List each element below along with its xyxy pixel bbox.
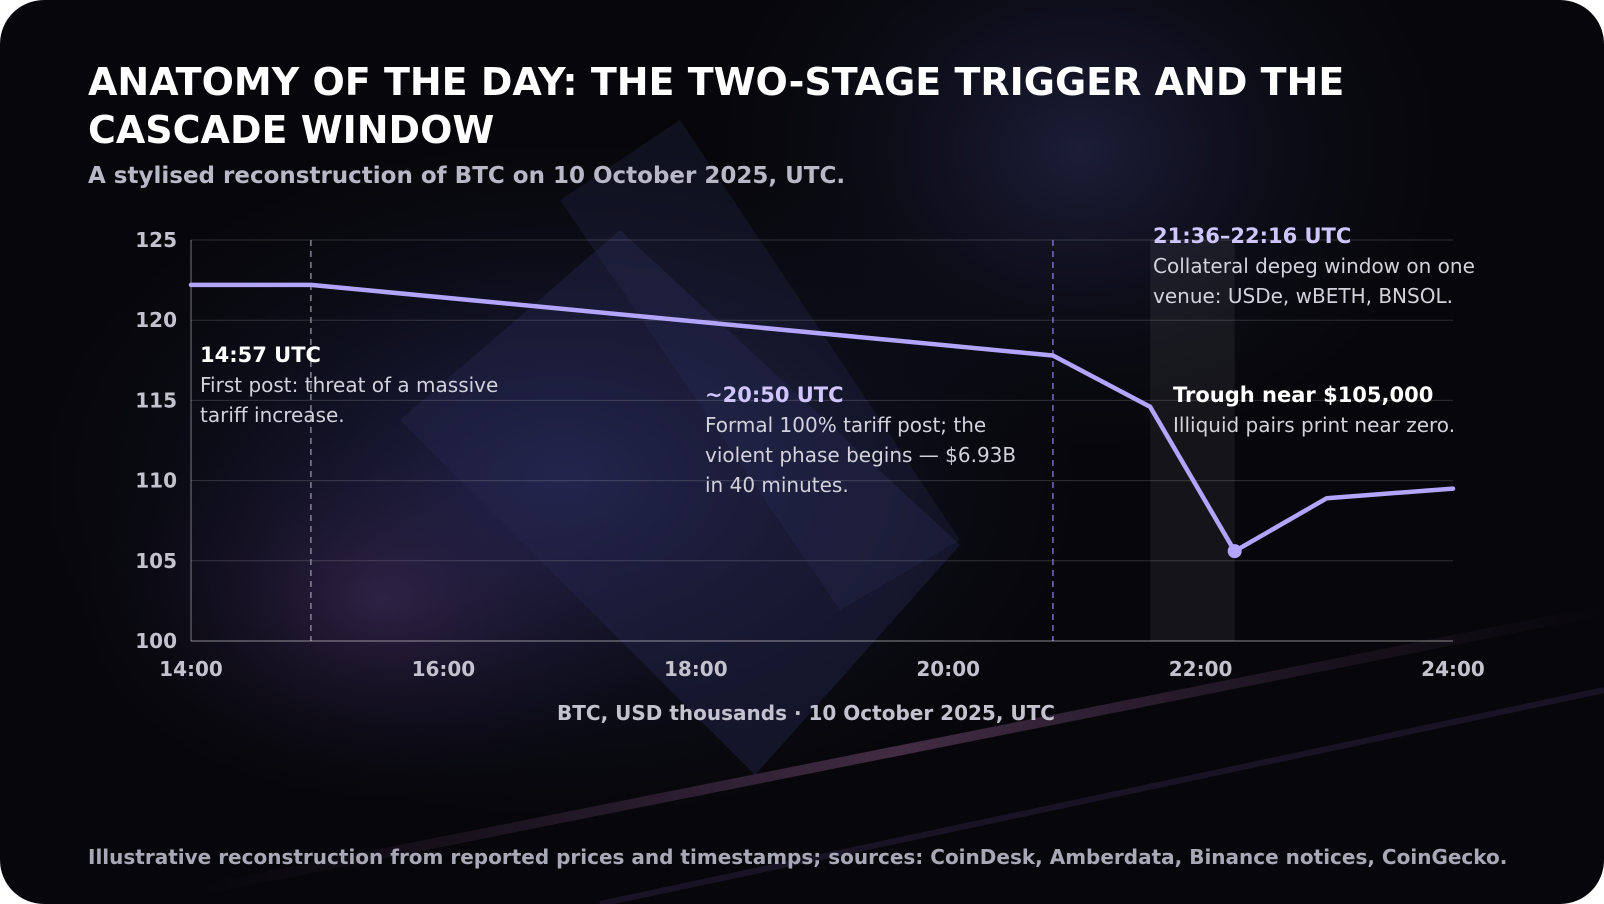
footer-source-note: Illustrative reconstruction from reporte… bbox=[88, 845, 1508, 869]
annotation-text: tariff increase. bbox=[200, 403, 345, 427]
x-tick-label: 22:00 bbox=[1169, 657, 1233, 681]
annotation-heading: ~20:50 UTC bbox=[705, 383, 844, 407]
annotation-trough: Trough near $105,000 Illiquid pairs print… bbox=[1173, 383, 1455, 437]
btc-price-line bbox=[188, 282, 1456, 554]
y-tick-label: 120 bbox=[135, 308, 177, 332]
annotation-depeg-window: 21:36–22:16 UTC Collateral depeg window o… bbox=[1153, 224, 1475, 308]
x-tick-label: 20:00 bbox=[916, 657, 980, 681]
x-tick-label: 24:00 bbox=[1421, 657, 1485, 681]
annotation-heading: 21:36–22:16 UTC bbox=[1153, 224, 1351, 248]
x-tick-label: 16:00 bbox=[412, 657, 476, 681]
annotation-text: Illiquid pairs print near zero. bbox=[1173, 413, 1455, 437]
y-tick-label: 110 bbox=[135, 469, 177, 493]
annotation-text: violent phase begins — $6.93B bbox=[705, 443, 1016, 467]
annotation-text: venue: USDe, wBETH, BNSOL. bbox=[1153, 284, 1453, 308]
annotation-formal-post: ~20:50 UTC Formal 100% tariff post; the vi… bbox=[705, 383, 1016, 497]
y-tick-label: 115 bbox=[135, 388, 177, 412]
annotation-text: Formal 100% tariff post; the bbox=[705, 413, 986, 437]
annotation-text: Collateral depeg window on one bbox=[1153, 254, 1475, 278]
annotation-heading: Trough near $105,000 bbox=[1173, 383, 1433, 407]
annotation-first-post: 14:57 UTC First post: threat of a massive… bbox=[200, 343, 498, 427]
page-title: ANATOMY OF THE DAY: THE TWO-STAGE TRIGGE… bbox=[88, 60, 1345, 152]
x-tick-label: 14:00 bbox=[159, 657, 223, 681]
annotation-heading: 14:57 UTC bbox=[200, 343, 321, 367]
y-tick-label: 105 bbox=[135, 549, 177, 573]
annotation-text: in 40 minutes. bbox=[705, 473, 849, 497]
y-tick-label: 125 bbox=[135, 228, 177, 252]
x-axis-label: BTC, USD thousands · 10 October 2025, UT… bbox=[557, 701, 1055, 725]
page-subtitle: A stylised reconstruction of BTC on 10 O… bbox=[88, 163, 846, 189]
x-tick-label: 18:00 bbox=[664, 657, 728, 681]
cascade-window-band bbox=[1150, 240, 1235, 641]
y-tick-label: 100 bbox=[135, 629, 177, 653]
trough-marker bbox=[1227, 544, 1242, 559]
annotation-text: First post: threat of a massive bbox=[200, 373, 498, 397]
